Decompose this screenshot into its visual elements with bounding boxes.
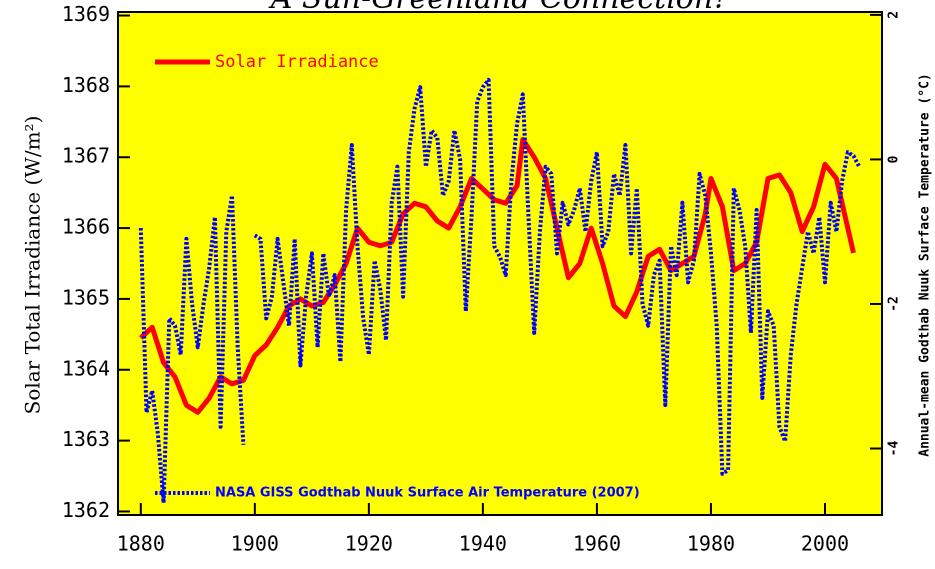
legend-label: NASA GISS Godthab Nuuk Surface Air Tempe… [215,486,640,501]
y2-axis-label: Annual-mean Godthab Nuuk Surface Tempera… [918,73,933,457]
x-tick-label: 1920 [345,532,393,556]
y-tick-label: 1362 [62,498,110,522]
y2-tick-label: -4 [887,441,902,457]
x-tick-label: 1900 [231,532,279,556]
data-line [138,77,861,505]
x-tick-label: 1940 [459,532,507,556]
data-line [139,137,856,415]
y2-tick-label: 2 [887,11,902,19]
y-tick-label: 1365 [62,285,110,309]
x-tick-label: 1880 [117,532,165,556]
y-tick-label: 1367 [62,144,110,168]
x-tick-label: 1980 [687,532,735,556]
y2-tick-label: 0 [887,155,902,163]
y2-tick-label: -2 [887,296,902,312]
y-tick-label: 1363 [62,427,110,451]
y-axis-label: Solar Total Irradiance (W/m²) [21,116,45,415]
y-tick-label: 1368 [62,73,110,97]
x-tick-label: 2000 [801,532,849,556]
y-tick-label: 1366 [62,215,110,239]
x-tick-label: 1960 [573,532,621,556]
legend-label: Solar Irradiance [215,52,379,72]
y-tick-label: 1369 [62,2,110,26]
y-tick-label: 1364 [62,356,110,380]
